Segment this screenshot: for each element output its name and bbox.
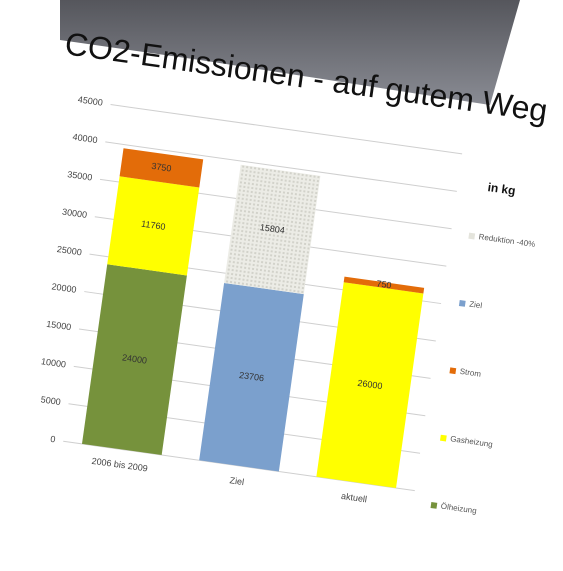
legend-swatch: [430, 502, 438, 509]
unit-label: in kg: [487, 180, 517, 198]
x-tick-label: Ziel: [229, 475, 245, 487]
legend-swatch: [449, 367, 457, 375]
bar-segment: [81, 264, 187, 456]
grid-line: [110, 104, 463, 155]
data-label: 3750: [151, 161, 172, 174]
data-label: 15804: [259, 222, 285, 235]
data-label: 750: [376, 278, 392, 290]
y-tick-label: 5000: [40, 394, 61, 407]
bar-segment: [119, 148, 204, 188]
data-label: 11760: [141, 219, 167, 232]
grid-line: [105, 141, 457, 192]
bar-segment: [107, 176, 200, 276]
legend-swatch: [458, 300, 466, 307]
legend-label: Strom: [459, 367, 482, 379]
dark-slide-edge: [60, 0, 520, 105]
y-tick-label: 20000: [51, 281, 77, 294]
legend-swatch: [468, 232, 476, 240]
y-tick-label: 25000: [56, 244, 82, 257]
x-tick-label: aktuell: [340, 491, 367, 505]
y-tick-label: 30000: [61, 207, 87, 220]
bar-segment: [343, 276, 425, 294]
bar-segment: [199, 282, 304, 472]
bar-segment: [316, 282, 424, 488]
data-label: 23706: [238, 370, 264, 383]
y-tick-label: 45000: [77, 94, 103, 107]
y-tick-label: 15000: [46, 319, 72, 332]
legend-label: Ziel: [469, 300, 483, 311]
data-label: 24000: [121, 352, 147, 365]
bar-segment: [224, 164, 321, 295]
data-label: 26000: [357, 378, 383, 391]
y-tick-label: 40000: [72, 132, 98, 145]
y-tick-label: 10000: [40, 356, 66, 369]
y-tick-label: 35000: [67, 169, 93, 182]
y-tick-label: 0: [50, 434, 56, 445]
legend-swatch: [439, 434, 447, 442]
